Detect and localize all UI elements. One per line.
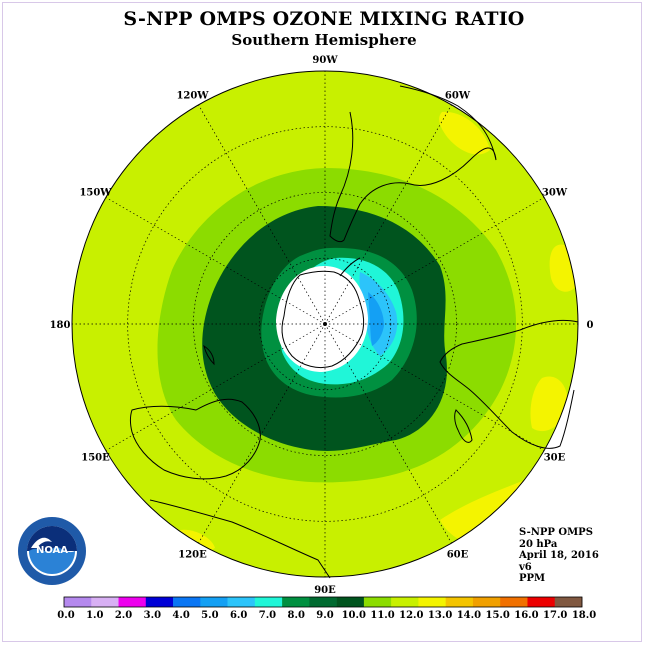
info-version: v6 (519, 561, 532, 573)
info-satellite: S-NPP OMPS (519, 527, 593, 538)
noaa-logo-label: NOAA (36, 545, 68, 556)
colorbar-tick-label: 10.0 (342, 610, 366, 621)
asia-coastline (149, 499, 331, 579)
colorbar-swatch (64, 597, 92, 607)
level-12-13-patch-30w (439, 111, 490, 155)
map-subtitle: Southern Hemisphere (231, 31, 417, 49)
colorbar-tick-label: 11.0 (370, 610, 394, 621)
new-zealand-coastline (203, 344, 215, 366)
colorbar-tick-label: 14.0 (457, 610, 481, 621)
colorbar-swatch (227, 597, 256, 607)
australia-coastline (130, 398, 261, 480)
colorbar-swatch (445, 597, 474, 607)
antarctica-coastline (281, 270, 365, 369)
colorbar-tick-label: 1.0 (86, 610, 103, 621)
colorbar-tick-label: 12.0 (399, 610, 423, 621)
level-12-13-patch-30e (530, 376, 569, 432)
longitude-label: 60E (447, 549, 469, 560)
colorbar-swatch (363, 597, 392, 607)
colorbar-tick-label: 13.0 (428, 610, 452, 621)
colorbar-swatch (391, 597, 419, 607)
colorbar-frame (63, 596, 583, 608)
colorbar-tick-label: 0.0 (57, 610, 74, 621)
colorbar-tick-label: 17.0 (543, 610, 567, 621)
coastlines (130, 85, 579, 579)
colorbar-swatch (282, 597, 310, 607)
africa-coastline (439, 319, 579, 449)
colorbar-swatch (418, 597, 446, 607)
info-units: PPM (519, 573, 546, 584)
colorbar-swatch (309, 597, 337, 607)
colorbar-swatch (173, 597, 201, 607)
map-title: S-NPP OMPS OZONE MIXING RATIO (123, 8, 525, 30)
longitude-label: 120E (178, 549, 207, 560)
longitude-label: 60W (445, 91, 471, 102)
colorbar-tick-label: 2.0 (115, 610, 132, 621)
colorbar-tick-label: 4.0 (172, 610, 189, 621)
level-5-6-region (368, 292, 384, 346)
antarctic-peninsula-coastline (339, 257, 361, 277)
longitude-label: 180 (50, 320, 71, 331)
colorbar-tick-label: 8.0 (288, 610, 305, 621)
colorbar-swatch (336, 597, 365, 607)
longitude-labels: 90W 60W 30W 0 30E 60E 90E 120E 150E 180 150W 120W (50, 55, 594, 596)
south-pole-marker (323, 322, 327, 326)
colorbar-swatch (500, 597, 528, 607)
polar-no-data-region (276, 266, 368, 372)
colorbar-tick-label: 5.0 (201, 610, 218, 621)
longitude-label: 30E (544, 453, 566, 464)
colorbar: 0.0 1.0 2.0 3.0 4.0 5.0 6.0 7.0 8.0 9.0 10.0 11.0 12… (57, 596, 596, 621)
info-pressure-level: 20 hPa (519, 538, 558, 550)
colorbar-swatch (527, 597, 556, 607)
longitude-label: 90E (314, 585, 336, 596)
graticule-lines (72, 71, 578, 577)
colorbar-tick-label: 15.0 (485, 610, 509, 621)
colorbar-tick-label: 18.0 (572, 610, 596, 621)
info-date: April 18, 2016 (519, 550, 599, 561)
ozone-field (72, 71, 578, 577)
colorbar-tick-label: 3.0 (144, 610, 161, 621)
level-12-13-patch-120e (180, 529, 215, 551)
colorbar-swatch (554, 597, 583, 607)
longitude-label: 150W (79, 188, 112, 199)
colorbar-swatch (145, 597, 174, 607)
longitude-label: 150E (81, 453, 110, 464)
map-boundary-circle (71, 70, 579, 578)
longitude-label: 120W (176, 91, 209, 102)
info-block: S-NPP OMPS 20 hPa April 18, 2016 v6 PPM (519, 527, 599, 585)
colorbar-tick-label: 7.0 (259, 610, 276, 621)
colorbar-swatch (472, 597, 501, 607)
south-america-coastline (329, 85, 497, 243)
longitude-label: 90W (312, 55, 338, 66)
longitude-label: 0 (587, 320, 594, 331)
madagascar-coastline (454, 409, 473, 443)
noaa-logo: NOAA (17, 516, 87, 586)
colorbar-tick-label: 6.0 (230, 610, 247, 621)
colorbar-swatch (91, 597, 119, 607)
colorbar-swatch (254, 597, 283, 607)
colorbar-tick-label: 9.0 (316, 610, 333, 621)
colorbar-tick-label: 16.0 (514, 610, 538, 621)
longitude-label: 30W (542, 188, 568, 199)
colorbar-swatch (118, 597, 147, 607)
colorbar-swatch (200, 597, 228, 607)
noaa-logo-icon: NOAA (18, 517, 86, 585)
